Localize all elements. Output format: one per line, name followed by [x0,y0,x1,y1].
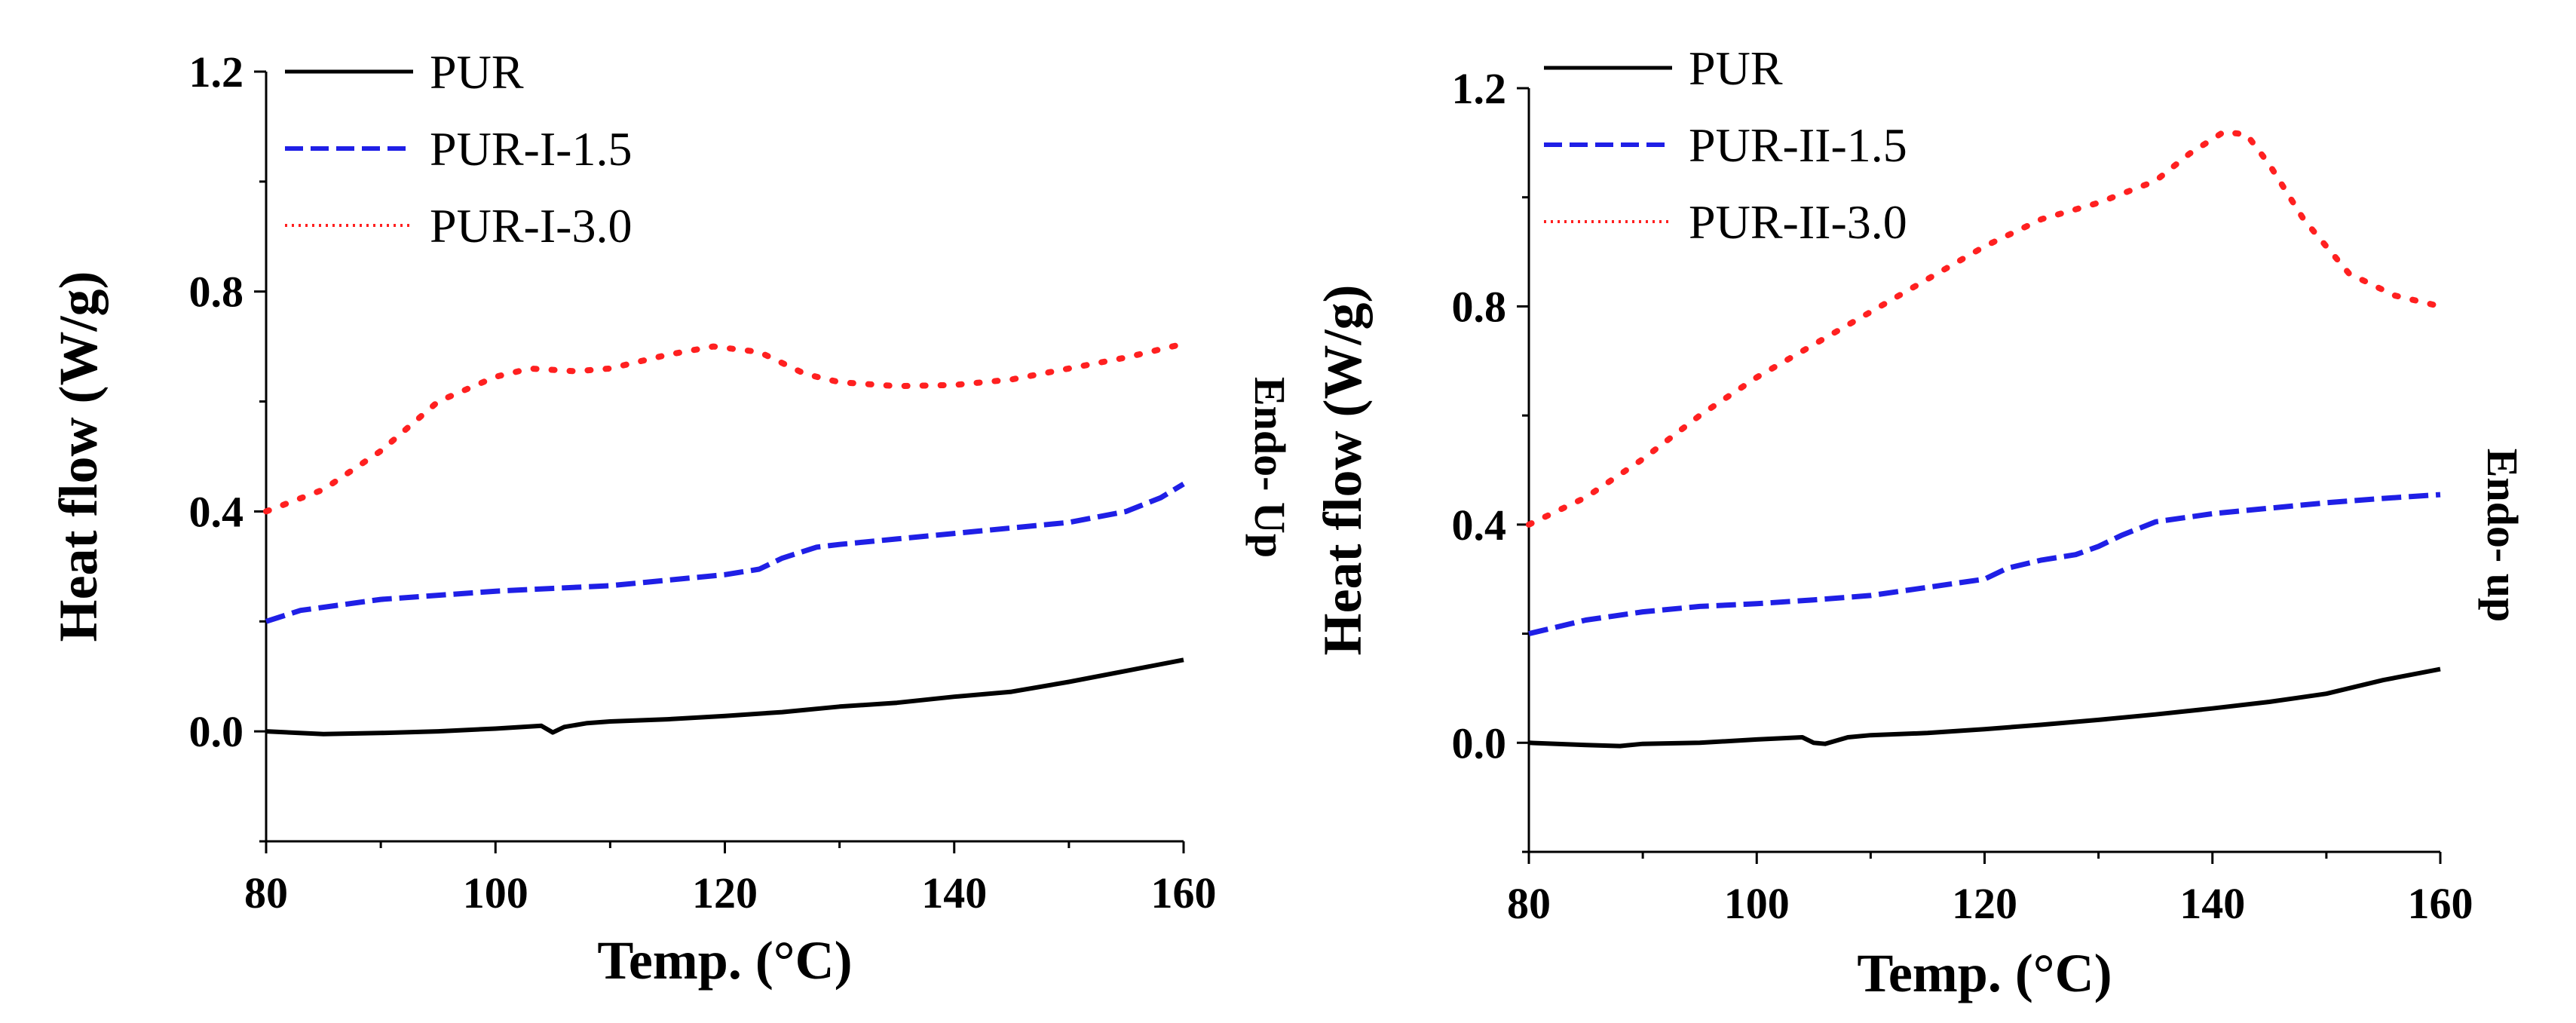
y-tick-label: 0.0 [1452,718,1507,767]
legend-label: PUR-II-3.0 [1689,195,1907,249]
y-tick-label: 0.4 [1452,501,1507,550]
x-tick-label: 100 [463,868,528,917]
x-tick-label: 160 [2408,879,2473,928]
x-tick-label: 140 [921,868,987,917]
x-tick-label: 120 [1952,879,2017,928]
y-tick-label: 1.2 [1452,64,1507,113]
y-axis-label: Heat flow (W/g) [1313,285,1373,656]
y-tick-label: 0.8 [1452,282,1507,331]
x-tick-label: 160 [1151,868,1217,917]
y-axis-label: Heat flow (W/g) [48,271,109,642]
x-tick-label: 140 [2179,879,2245,928]
x-tick-label: 80 [1507,879,1551,928]
chart-panel-1: 80 100 120 140 160 0.0 0.4 0.8 1.2 Temp. (°C) Heat… [48,45,1294,991]
x-axis-label: Temp. (°C) [1857,943,2112,1003]
endo-annotation: Endo- up [2478,449,2527,623]
series-line-pur-i-1-5 [265,481,1185,624]
y-tick-label: 0.0 [189,707,244,756]
x-tick-label: 80 [244,868,288,917]
y-tick-label: 0.8 [189,268,244,317]
legend-label: PUR-I-3.0 [430,199,632,253]
legend-label: PUR [430,45,524,99]
series-line-pur-ii-1-5 [1528,492,2441,637]
series-line-pur [1528,666,2441,749]
series-line-pur-i-3-0 [263,341,1187,515]
endo-annotation: Endo- Up [1245,377,1294,558]
x-axis-label: Temp. (°C) [597,930,852,991]
y-tick-label: 0.4 [189,487,244,536]
y-tick-label: 1.2 [189,47,244,96]
series-line-pur [265,657,1184,737]
x-tick-label: 100 [1724,879,1790,928]
chart-panel-2: 80 100 120 140 160 0.0 0.4 0.8 1.2 Temp. (°C) Heat… [1313,41,2527,1003]
series-line-pur-ii-3-0 [1526,128,2443,528]
legend-label: PUR-I-1.5 [430,122,632,176]
legend-label: PUR [1689,41,1783,95]
x-tick-label: 120 [692,868,758,917]
legend-label: PUR-II-1.5 [1689,118,1907,172]
